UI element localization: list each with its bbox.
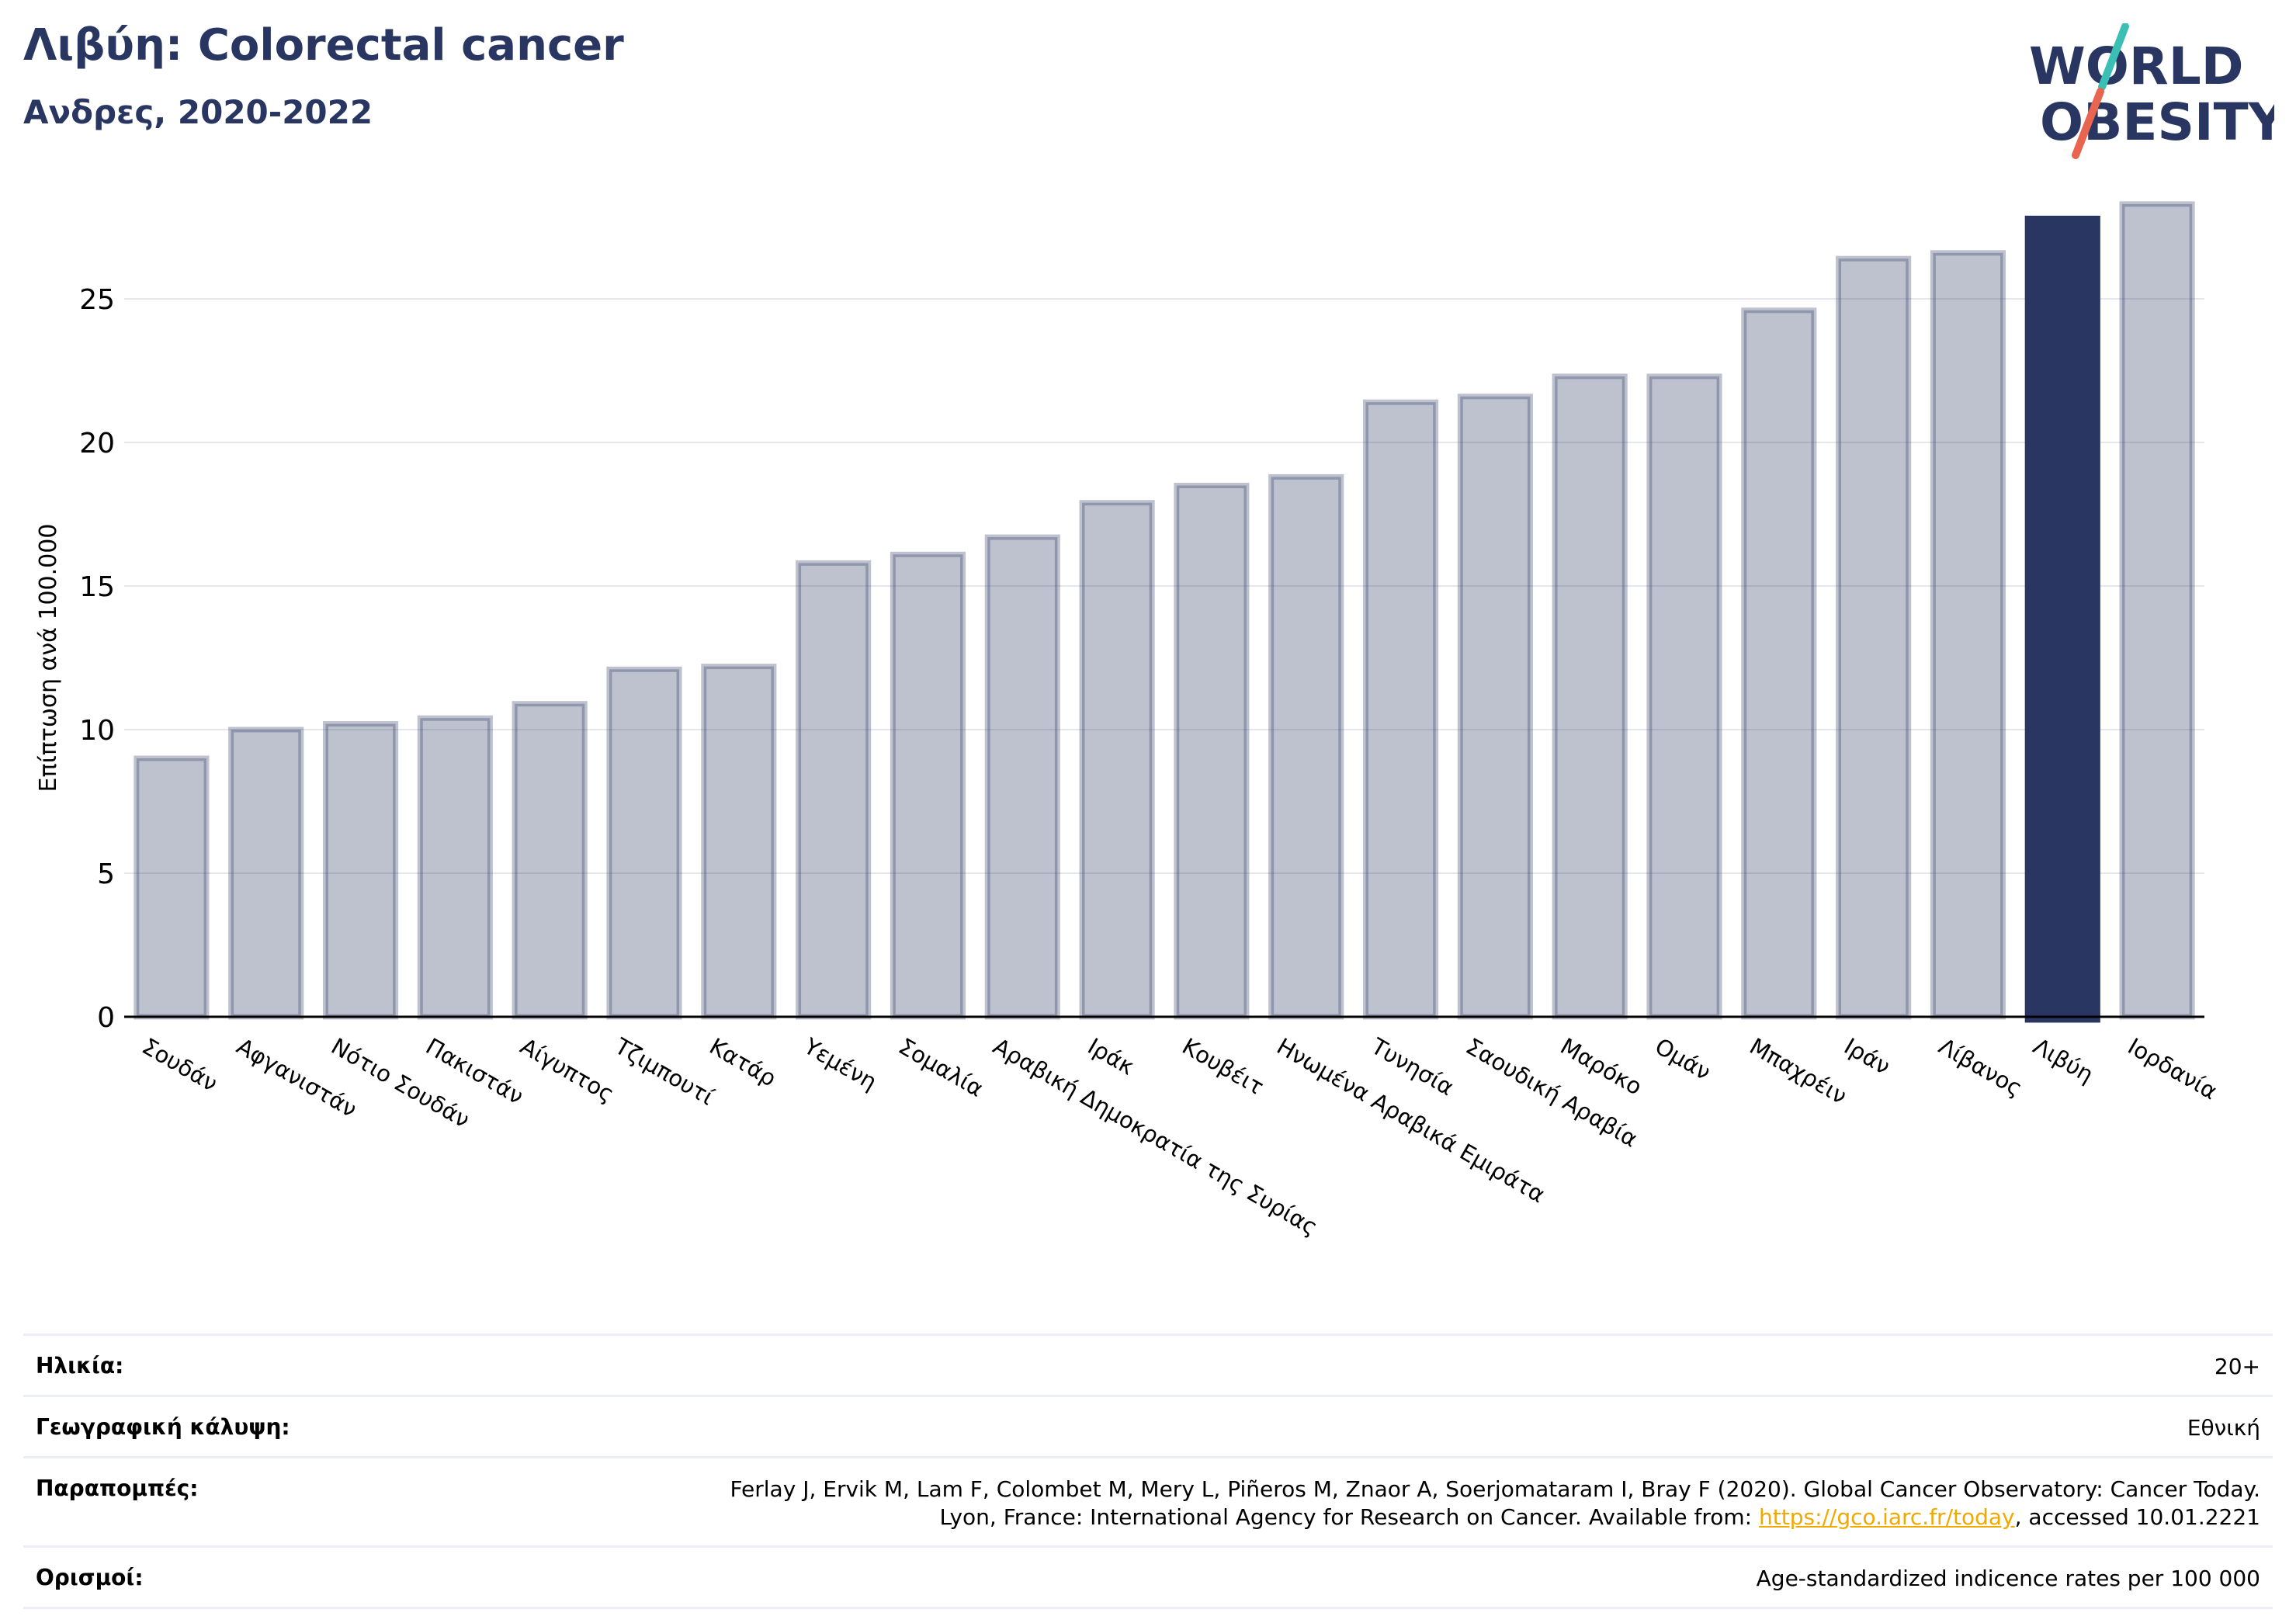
x-tick-label: Αραβική Δημοκρατία της Συρίας — [989, 1033, 1323, 1241]
bar — [1646, 373, 1722, 1020]
bar — [1362, 399, 1439, 1020]
info-references-value: Ferlay J, Ervik M, Lam F, Colombet M, Me… — [730, 1476, 2260, 1531]
y-ticks: 0 5 10 15 20 25 — [79, 284, 115, 1034]
x-tick-label: Σομαλία — [894, 1033, 988, 1102]
world-obesity-logo: WORLD OBESITY — [2029, 23, 2274, 159]
bar — [228, 727, 304, 1020]
reference-link[interactable]: https://gco.iarc.fr/today — [1759, 1504, 2015, 1530]
bar — [512, 701, 588, 1020]
bar-highlighted — [2024, 215, 2100, 1023]
bar — [606, 666, 682, 1020]
x-tick-label: Ιράν — [1840, 1033, 1895, 1080]
bar — [701, 664, 777, 1020]
bar — [134, 755, 210, 1020]
bar — [890, 551, 966, 1020]
bar — [984, 534, 1060, 1020]
y-tick-label: 15 — [79, 571, 115, 603]
bar — [1836, 255, 1912, 1020]
x-tick-label: Αίγυπτος — [516, 1033, 619, 1108]
bar — [1174, 483, 1250, 1020]
chart-title: Λιβύη: Colorectal cancer — [23, 20, 624, 71]
info-references-label: Παραπομπές: — [36, 1476, 199, 1501]
info-definitions-label: Ορισμοί: — [36, 1565, 144, 1590]
reference-line2-suffix: , accessed 10.01.2221 — [2014, 1504, 2260, 1530]
bar — [2119, 201, 2195, 1020]
bar — [417, 715, 493, 1020]
info-row-references: Παραπομπές: Ferlay J, Ervik M, Lam F, Co… — [23, 1456, 2273, 1545]
info-definitions-value: Age-standardized indicence rates per 100… — [1756, 1566, 2260, 1591]
x-tick-label: Υεμένη — [799, 1032, 881, 1095]
y-tick-label: 20 — [79, 428, 115, 460]
x-tick-label: Σαουδική Αραβία — [1462, 1033, 1642, 1153]
gridlines — [124, 298, 2204, 874]
bar — [1930, 250, 2006, 1020]
info-row-definitions: Ορισμοί: Age-standardized indicence rate… — [23, 1545, 2273, 1609]
logo-slash-teal — [2098, 23, 2129, 91]
x-tick-label: Ομάν — [1651, 1033, 1715, 1086]
bar — [1268, 473, 1344, 1020]
y-tick-label: 0 — [97, 1002, 115, 1034]
x-tick-label: Μπαχρέιν — [1745, 1033, 1851, 1110]
bar — [1552, 373, 1628, 1020]
chart-subtitle: Ανδρες, 2020-2022 — [23, 93, 373, 131]
bar — [1457, 394, 1533, 1020]
info-row-coverage: Γεωγραφική κάλυψη: Εθνική — [23, 1395, 2273, 1456]
bar — [1741, 307, 1817, 1020]
info-row-age: Ηλικία: 20+ — [23, 1333, 2273, 1395]
y-tick-label: 10 — [79, 715, 115, 747]
bar — [322, 721, 399, 1020]
info-age-value: 20+ — [2214, 1354, 2260, 1379]
bars — [134, 201, 2195, 1023]
info-age-label: Ηλικία: — [36, 1353, 124, 1379]
x-tick-label: Λίβανος — [1934, 1033, 2027, 1102]
logo-line1: WORLD — [2029, 36, 2244, 96]
x-tick-label: Λιβύη — [2029, 1033, 2098, 1088]
y-tick-label: 5 — [97, 858, 115, 890]
y-tick-label: 25 — [79, 284, 115, 316]
x-tick-label: Κατάρ — [705, 1033, 781, 1092]
reference-line2-prefix: Lyon, France: International Agency for R… — [939, 1504, 1759, 1530]
x-tick-label: Ιορδανία — [2124, 1033, 2222, 1105]
bar — [1079, 500, 1155, 1020]
y-axis-label: Επίπτωση ανά 100.000 — [35, 524, 62, 792]
logo-slash-coral — [2072, 88, 2104, 159]
info-coverage-label: Γεωγραφική κάλυψη: — [36, 1414, 290, 1440]
x-tick-label: Σουδάν — [137, 1033, 222, 1097]
bar — [796, 560, 872, 1020]
x-tick-label: Κουβέιτ — [1177, 1033, 1268, 1101]
x-tick-label: Τζιμπουτί — [610, 1032, 719, 1111]
reference-line1: Ferlay J, Ervik M, Lam F, Colombet M, Me… — [730, 1476, 2260, 1502]
x-tick-label: Ιράκ — [1084, 1033, 1139, 1080]
info-coverage-value: Εθνική — [2187, 1415, 2260, 1441]
info-table: Ηλικία: 20+ Γεωγραφική κάλυψη: Εθνική Πα… — [23, 1333, 2273, 1609]
